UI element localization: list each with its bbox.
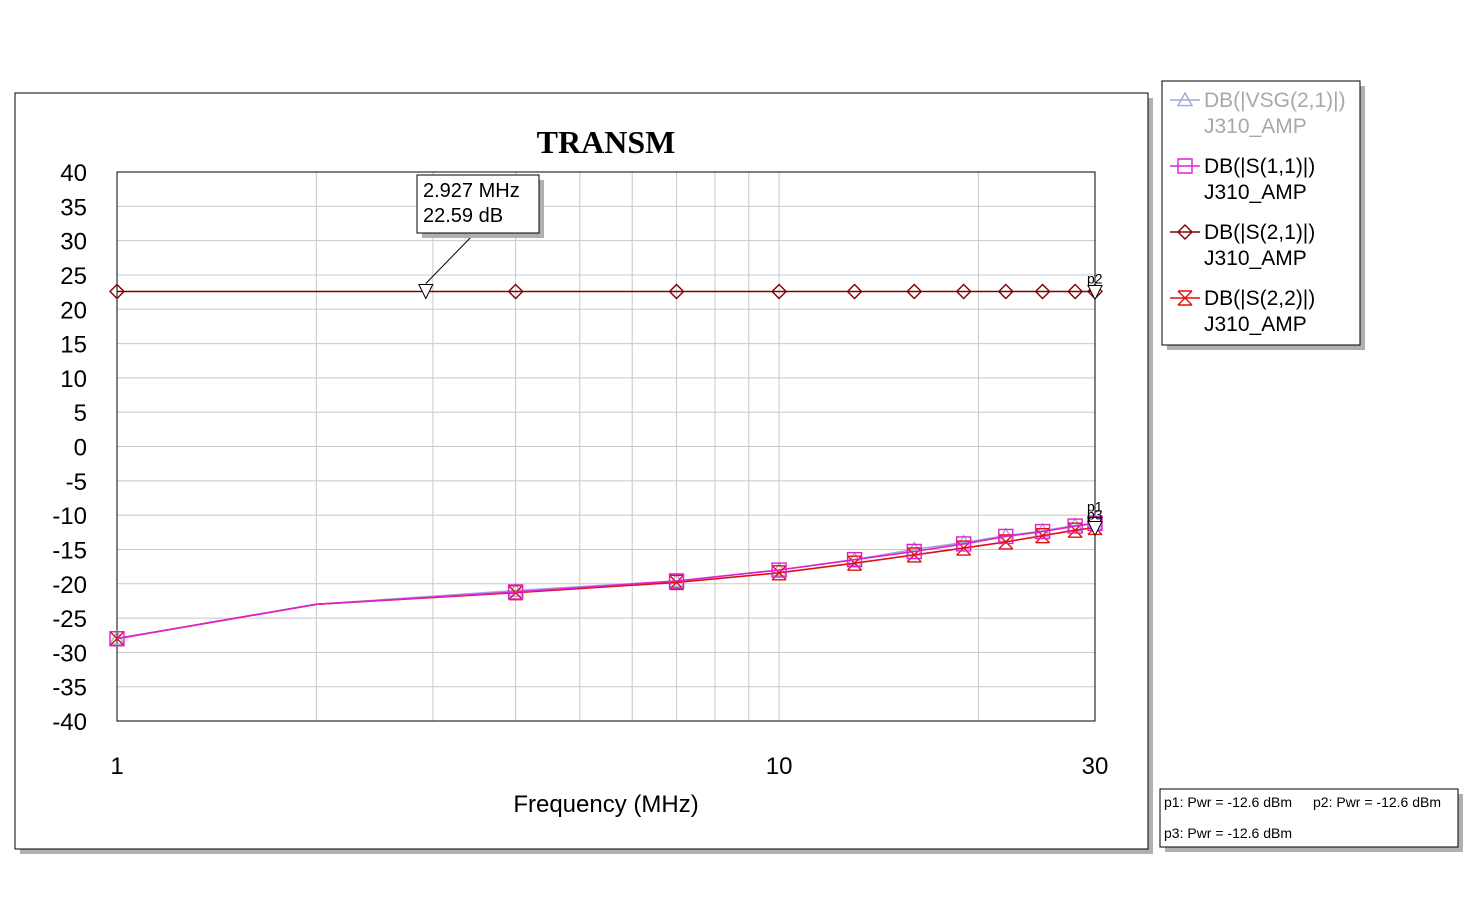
- y-tick-labels: 40 35 30 25 20 15 10 5 0 -5 -10 -15 -20 -25 -30 -35 -40: [52, 160, 87, 736]
- x-tick-label: 30: [1082, 753, 1109, 780]
- legend-series-name: DB(|S(1,1)|): [1204, 155, 1315, 178]
- data-point: [906, 283, 923, 300]
- legend-swatch-marker: [1177, 158, 1193, 174]
- legend-series-source: J310_AMP: [1204, 313, 1307, 336]
- data-point: [668, 283, 685, 300]
- y-tick-label: -20: [52, 572, 87, 599]
- legend-item: DB(|S(2,1)|) J310_AMP: [1170, 221, 1315, 270]
- data-point: [771, 283, 788, 300]
- x-tick-labels: 1 10 30: [110, 753, 1108, 780]
- data-point: [1035, 528, 1051, 544]
- x-tick-label: 10: [766, 753, 793, 780]
- y-tick-label: 0: [74, 435, 87, 462]
- annotation-leader: [425, 232, 476, 284]
- power-note-p1: p1: Pwr = -12.6 dBm: [1164, 794, 1292, 810]
- y-tick-label: 35: [60, 194, 87, 221]
- data-point: [998, 534, 1014, 550]
- data-point: [507, 584, 524, 600]
- x-tick-label: 1: [110, 753, 123, 780]
- data-point: [955, 536, 972, 552]
- series-1: [109, 515, 1103, 647]
- legend-box: [1161, 80, 1361, 346]
- legend: DB(|VSG(2,1)|) J310_AMP DB(|S(1,1)|) J310_A…: [1170, 89, 1346, 336]
- y-tick-label: -35: [52, 675, 87, 702]
- power-box: [1159, 788, 1459, 848]
- y-tick-label: 5: [74, 400, 87, 427]
- y-tick-label: 10: [60, 366, 87, 393]
- data-point: [669, 574, 685, 591]
- data-point: [906, 547, 922, 563]
- data-point: [997, 283, 1014, 300]
- y-tick-label: 40: [60, 160, 87, 187]
- annotation-value: 22.59 dB: [423, 205, 503, 227]
- annotation-marker: [418, 283, 434, 300]
- annotation-frequency: 2.927 MHz: [423, 180, 520, 202]
- data-point: [1034, 523, 1051, 540]
- data-point: [507, 283, 524, 300]
- data-point: [998, 528, 1014, 545]
- y-tick-label: -10: [52, 503, 87, 530]
- data-point: [771, 565, 787, 581]
- marker-annotation: 2.927 MHz 22.59 dB: [416, 174, 544, 300]
- data-point: [109, 630, 125, 647]
- y-tick-label: -40: [52, 709, 87, 736]
- y-tick-label: -15: [52, 537, 87, 564]
- legend-swatch-marker: [1177, 290, 1193, 306]
- y-tick-label: 20: [60, 297, 87, 324]
- legend-series-source: J310_AMP: [1204, 115, 1307, 138]
- legend-swatch-marker: [1177, 224, 1193, 240]
- data-point: [847, 555, 863, 571]
- legend-series-name: DB(|S(2,1)|): [1204, 221, 1315, 244]
- legend-swatch-marker: [1176, 91, 1194, 107]
- x-axis-label: Frequency (MHz): [513, 791, 698, 818]
- chart-title: TRANSM: [537, 124, 676, 160]
- legend-series-source: J310_AMP: [1204, 247, 1307, 270]
- end-tag-label: p3: [1087, 506, 1103, 522]
- data-point: [771, 562, 787, 578]
- series-line: [116, 522, 1096, 640]
- data-point: [846, 552, 863, 568]
- series-2: [109, 283, 1103, 300]
- y-tick-label: 15: [60, 332, 87, 359]
- y-tick-label: 25: [60, 263, 87, 290]
- data-point: [109, 630, 125, 647]
- legend-item: DB(|S(1,1)|) J310_AMP: [1170, 155, 1315, 204]
- legend-item: DB(|S(2,2)|) J310_AMP: [1170, 287, 1315, 336]
- data-point: [906, 543, 922, 560]
- data-point: [109, 283, 125, 300]
- data-point: [1067, 522, 1083, 538]
- end-tag-label: p1: [1087, 498, 1103, 514]
- y-tick-label: -30: [52, 640, 87, 667]
- y-tick-label: -5: [66, 469, 87, 496]
- data-point: [1067, 283, 1084, 300]
- end-tag-label: p2: [1087, 270, 1103, 286]
- data-point: [956, 540, 972, 556]
- y-tick-label: 30: [60, 229, 87, 256]
- data-point: [1034, 283, 1051, 300]
- legend-item: DB(|VSG(2,1)|) J310_AMP: [1170, 89, 1346, 138]
- annotation-box: [416, 174, 540, 234]
- y-tick-label: -25: [52, 606, 87, 633]
- data-point: [846, 283, 863, 300]
- end-tag-marker: [1087, 284, 1103, 301]
- data-point: [1067, 518, 1083, 534]
- plot-border: [116, 171, 1096, 722]
- legend-series-name: DB(|S(2,2)|): [1204, 287, 1315, 310]
- data-point: [1087, 515, 1103, 532]
- series-layer: [108, 283, 1104, 647]
- power-note-p2: p2: Pwr = -12.6 dBm: [1313, 794, 1441, 810]
- end-tag-marker: [1087, 520, 1103, 537]
- power-note-p3: p3: Pwr = -12.6 dBm: [1164, 825, 1292, 841]
- legend-series-source: J310_AMP: [1204, 181, 1307, 204]
- data-point: [668, 573, 685, 589]
- legend-series-name: DB(|VSG(2,1)|): [1204, 89, 1346, 112]
- data-point: [955, 283, 972, 300]
